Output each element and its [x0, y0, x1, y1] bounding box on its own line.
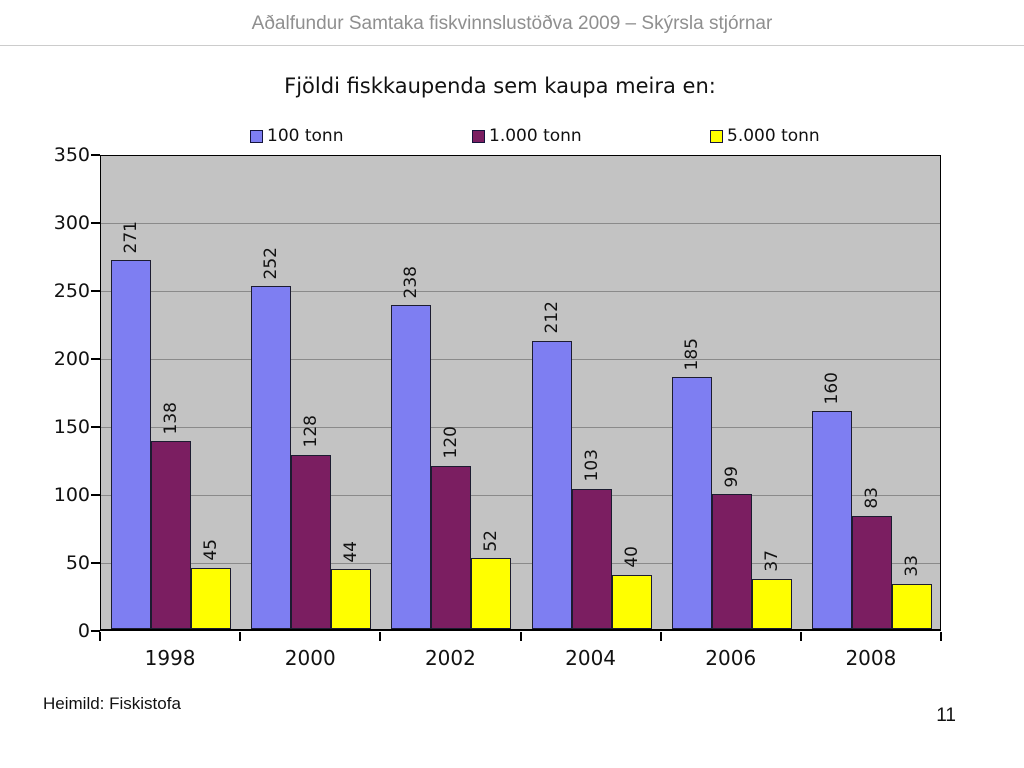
- bar-value-label: 103: [581, 449, 602, 482]
- bar-value-label: 271: [121, 221, 142, 254]
- bar-value-label: 160: [821, 371, 842, 405]
- gridline: [101, 427, 940, 428]
- bar-value-label: 99: [721, 465, 742, 488]
- bar-value-label: 185: [681, 337, 702, 371]
- x-axis-label: 1998: [144, 646, 196, 670]
- bar-value-label: 52: [481, 529, 502, 552]
- x-axis-tick: [520, 632, 522, 641]
- y-axis-tick: [91, 290, 100, 292]
- gridline: [101, 291, 940, 292]
- bar: [191, 567, 232, 629]
- legend-label: 5.000 tonn: [727, 126, 820, 146]
- x-axis-tick: [660, 632, 662, 641]
- legend-label: 1.000 tonn: [489, 126, 582, 146]
- bar: [531, 340, 572, 629]
- y-axis-label: 350: [53, 144, 90, 166]
- bar-value-label: 138: [161, 401, 182, 435]
- bar: [851, 516, 892, 629]
- legend-item: 5.000 tonn: [710, 126, 820, 146]
- page-number: 11: [936, 705, 956, 726]
- y-axis-tick: [91, 426, 100, 428]
- bar-value-label: 45: [201, 539, 222, 561]
- x-axis-tick: [940, 632, 942, 641]
- plot-area: 271 138 45 252 128 44 238 120 52 212 103 40 185 99 37 1…: [100, 155, 941, 631]
- x-axis-label: 2008: [845, 646, 897, 670]
- y-axis-tick: [91, 222, 100, 224]
- y-axis-tick: [91, 630, 100, 632]
- legend-item: 100 tonn: [250, 126, 343, 146]
- gridline: [101, 223, 940, 224]
- bar: [711, 494, 752, 629]
- bar-value-label: 37: [761, 550, 782, 572]
- legend-label: 100 tonn: [267, 126, 344, 146]
- gridline: [101, 359, 940, 360]
- y-axis-tick: [91, 562, 100, 564]
- bar: [331, 569, 372, 629]
- bar: [571, 488, 612, 629]
- bar: [111, 260, 152, 629]
- source-note: Heimild: Fiskistofa: [43, 694, 181, 713]
- bar: [431, 465, 472, 629]
- bar-value-label: 238: [401, 265, 422, 299]
- y-axis-tick: [91, 494, 100, 496]
- bar: [151, 441, 192, 629]
- bar: [671, 377, 712, 629]
- legend-swatch-icon: [710, 129, 723, 143]
- bar-value-label: 44: [341, 540, 362, 563]
- bar: [611, 574, 652, 629]
- bar-value-label: 252: [261, 246, 282, 280]
- chart-title: Fjöldi fiskkaupenda sem kaupa meira en:: [284, 74, 716, 98]
- gridline: [101, 495, 940, 496]
- bar-value-label: 128: [301, 415, 322, 448]
- y-axis-label: 0: [77, 620, 90, 642]
- header-title: Aðalfundur Samtaka fiskvinnslustöðva 200…: [251, 13, 773, 34]
- x-axis-label: 2004: [565, 646, 617, 670]
- bar: [751, 578, 792, 629]
- slide-header: Aðalfundur Samtaka fiskvinnslustöðva 200…: [0, 0, 1024, 46]
- y-axis-label: 250: [53, 280, 90, 302]
- y-axis-label: 200: [53, 348, 90, 370]
- legend-item: 1.000 tonn: [472, 126, 582, 146]
- y-axis-label: 300: [53, 212, 90, 234]
- bar: [391, 305, 432, 629]
- bar-value-label: 33: [901, 555, 922, 578]
- bar: [291, 454, 332, 629]
- legend-swatch-icon: [250, 129, 263, 143]
- y-axis-tick: [91, 154, 100, 156]
- y-axis-label: 50: [65, 552, 90, 574]
- y-axis-label: 100: [53, 484, 90, 506]
- bar-value-label: 212: [541, 301, 562, 334]
- bar-value-label: 83: [861, 487, 882, 510]
- x-axis-label: 2000: [284, 646, 336, 670]
- bar: [471, 558, 512, 629]
- gridline: [101, 563, 940, 564]
- x-axis-tick: [239, 632, 241, 641]
- y-axis-label: 150: [53, 416, 90, 438]
- x-axis-label: 2002: [424, 646, 476, 670]
- x-axis-label: 2006: [705, 646, 757, 670]
- legend-swatch-icon: [472, 129, 485, 143]
- x-axis-tick: [800, 632, 802, 641]
- bar: [251, 286, 292, 629]
- bar: [811, 411, 852, 629]
- y-axis-tick: [91, 358, 100, 360]
- bar-value-label: 120: [441, 426, 462, 459]
- bar-value-label: 40: [621, 545, 642, 568]
- x-axis-tick: [379, 632, 381, 641]
- bar: [891, 584, 932, 629]
- x-axis-tick: [99, 632, 101, 641]
